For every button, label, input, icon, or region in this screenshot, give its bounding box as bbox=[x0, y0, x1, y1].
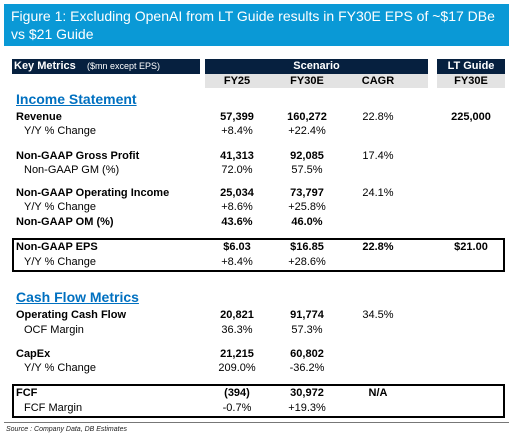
col-fy30e: FY30E bbox=[290, 75, 324, 87]
column-header-bar bbox=[205, 74, 428, 88]
row-revenue-yoy-fy25: +8.4% bbox=[221, 125, 253, 137]
key-metrics-header bbox=[12, 59, 200, 74]
row-eps-cagr: 22.8% bbox=[362, 241, 394, 253]
col-fy25: FY25 bbox=[223, 75, 251, 87]
row-ocf-cagr: 34.5% bbox=[362, 309, 394, 321]
row-oi-fy25: 25,034 bbox=[220, 187, 254, 199]
row-gp-fy30: 92,085 bbox=[290, 150, 324, 162]
figure-title: Figure 1: Excluding OpenAI from LT Guide… bbox=[4, 4, 509, 46]
row-fcf-margin-fy25: -0.7% bbox=[222, 402, 252, 414]
row-gp-label: Non-GAAP Gross Profit bbox=[16, 150, 140, 162]
row-oi-cagr: 24.1% bbox=[362, 187, 394, 199]
row-ocf-fy25: 20,821 bbox=[220, 309, 254, 321]
row-om-fy25: 43.6% bbox=[221, 216, 253, 228]
fcf-highlight-box bbox=[12, 384, 505, 418]
row-ocf-margin-fy25: 36.3% bbox=[221, 324, 253, 336]
row-eps-fy25: $6.03 bbox=[223, 241, 251, 253]
source-divider bbox=[4, 422, 509, 423]
row-capex-fy25: 21,215 bbox=[220, 348, 254, 360]
row-revenue-yoy-fy30: +22.4% bbox=[288, 125, 326, 137]
row-eps-lt: $21.00 bbox=[454, 241, 488, 253]
row-fcf-margin-fy30: +19.3% bbox=[288, 402, 326, 414]
row-capex-yoy-fy25: 209.0% bbox=[218, 362, 256, 374]
row-oi-yoy-fy30: +25.8% bbox=[288, 201, 326, 213]
row-gp-fy25: 41,313 bbox=[220, 150, 254, 162]
lt-guide-label: LT Guide bbox=[447, 60, 495, 72]
scenario-header bbox=[205, 59, 428, 74]
row-gm-fy25: 72.0% bbox=[221, 164, 253, 176]
row-capex-yoy-label: Y/Y % Change bbox=[24, 362, 96, 374]
row-fcf-fy25: (394) bbox=[224, 387, 250, 399]
row-eps-label: Non-GAAP EPS bbox=[16, 241, 98, 253]
key-metrics-note: ($mn except EPS) bbox=[87, 61, 161, 71]
row-oi-label: Non-GAAP Operating Income bbox=[16, 187, 170, 199]
row-capex-label: CapEx bbox=[16, 348, 51, 360]
row-eps-yoy-fy30: +28.6% bbox=[288, 256, 326, 268]
row-fcf-margin-label: FCF Margin bbox=[24, 402, 83, 414]
row-eps-yoy-label: Y/Y % Change bbox=[24, 256, 96, 268]
row-eps-fy30: $16.85 bbox=[290, 241, 324, 253]
row-om-fy30: 46.0% bbox=[291, 216, 323, 228]
row-gp-cagr: 17.4% bbox=[362, 150, 394, 162]
row-capex-yoy-fy30: -36.2% bbox=[289, 362, 325, 374]
row-om-label: Non-GAAP OM (%) bbox=[16, 216, 114, 228]
row-revenue-fy25: 57,399 bbox=[220, 111, 254, 123]
lt-guide-header bbox=[437, 59, 505, 74]
row-oi-yoy-label: Y/Y % Change bbox=[24, 201, 96, 213]
key-metrics-label: Key Metrics bbox=[14, 60, 76, 72]
row-ocf-margin-fy30: 57.3% bbox=[291, 324, 323, 336]
row-fcf-fy30: 30,972 bbox=[290, 387, 324, 399]
row-gm-label: Non-GAAP GM (%) bbox=[24, 164, 120, 176]
row-ocf-margin-label: OCF Margin bbox=[24, 324, 84, 336]
scenario-label: Scenario bbox=[293, 60, 340, 72]
section-income-statement: Income Statement bbox=[16, 91, 137, 107]
row-revenue-label: Revenue bbox=[16, 111, 62, 123]
col-lt-fy30e: FY30E bbox=[454, 75, 488, 87]
col-cagr: CAGR bbox=[361, 75, 395, 87]
row-ocf-label: Operating Cash Flow bbox=[16, 309, 127, 321]
row-oi-yoy-fy25: +8.6% bbox=[221, 201, 253, 213]
row-revenue-yoy-label: Y/Y % Change bbox=[24, 125, 96, 137]
row-fcf-label: FCF bbox=[16, 387, 38, 399]
row-capex-fy30: 60,802 bbox=[290, 348, 324, 360]
source-note: Source : Company Data, DB Estimates bbox=[6, 426, 127, 433]
row-eps-yoy-fy25: +8.4% bbox=[221, 256, 253, 268]
row-revenue-lt: 225,000 bbox=[451, 111, 491, 123]
row-ocf-fy30: 91,774 bbox=[290, 309, 324, 321]
row-oi-fy30: 73,797 bbox=[290, 187, 324, 199]
row-fcf-cagr: N/A bbox=[368, 387, 388, 399]
row-gm-fy30: 57.5% bbox=[291, 164, 323, 176]
lt-column-header-bar bbox=[437, 74, 505, 88]
row-revenue-cagr: 22.8% bbox=[362, 111, 394, 123]
section-cash-flow-metrics: Cash Flow Metrics bbox=[16, 289, 139, 305]
row-revenue-fy30: 160,272 bbox=[287, 111, 327, 123]
eps-highlight-box bbox=[12, 238, 505, 272]
